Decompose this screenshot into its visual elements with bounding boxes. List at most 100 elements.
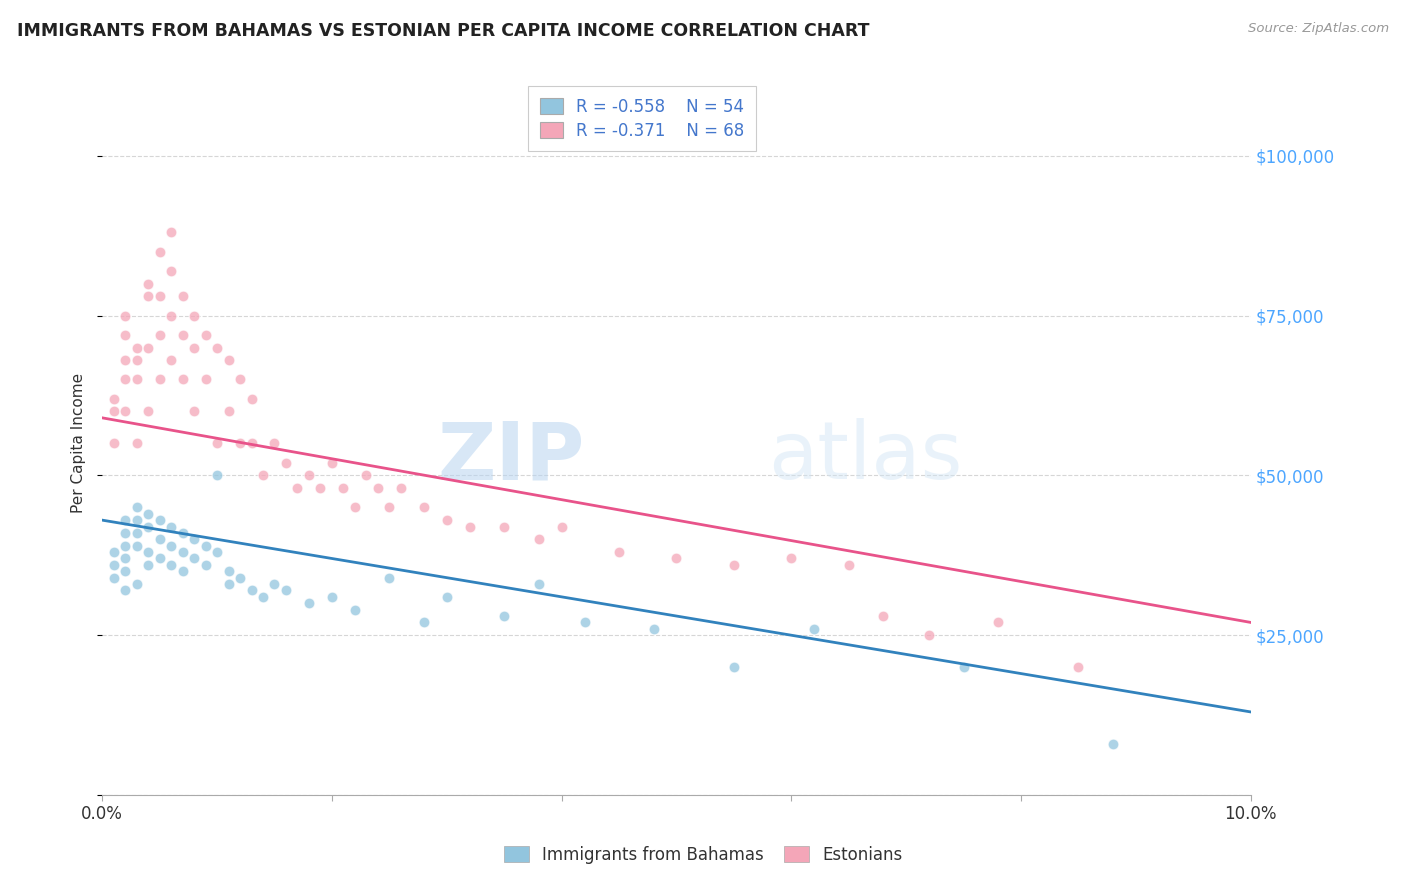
Point bbox=[527, 577, 550, 591]
Point bbox=[287, 481, 309, 495]
Point bbox=[252, 468, 274, 483]
Point bbox=[952, 660, 974, 674]
Point bbox=[183, 341, 205, 355]
Point bbox=[160, 309, 183, 323]
Point bbox=[1067, 660, 1090, 674]
Point bbox=[160, 539, 183, 553]
Point bbox=[136, 507, 159, 521]
Point bbox=[780, 551, 803, 566]
Point bbox=[136, 341, 159, 355]
Point bbox=[218, 564, 240, 578]
Point bbox=[136, 519, 159, 533]
Point bbox=[183, 404, 205, 418]
Point bbox=[436, 590, 458, 604]
Point bbox=[436, 513, 458, 527]
Point bbox=[149, 327, 172, 342]
Legend: Immigrants from Bahamas, Estonians: Immigrants from Bahamas, Estonians bbox=[496, 839, 910, 871]
Point bbox=[412, 615, 434, 630]
Point bbox=[378, 571, 401, 585]
Point bbox=[332, 481, 354, 495]
Point bbox=[183, 309, 205, 323]
Point bbox=[103, 558, 125, 572]
Point bbox=[574, 615, 596, 630]
Point bbox=[240, 436, 263, 450]
Point bbox=[205, 341, 228, 355]
Text: IMMIGRANTS FROM BAHAMAS VS ESTONIAN PER CAPITA INCOME CORRELATION CHART: IMMIGRANTS FROM BAHAMAS VS ESTONIAN PER … bbox=[17, 22, 869, 40]
Point bbox=[114, 309, 136, 323]
Point bbox=[205, 436, 228, 450]
Point bbox=[229, 372, 252, 386]
Point bbox=[252, 590, 274, 604]
Point bbox=[160, 558, 183, 572]
Point bbox=[550, 519, 572, 533]
Point bbox=[838, 558, 860, 572]
Point bbox=[103, 392, 125, 406]
Point bbox=[149, 244, 172, 259]
Point bbox=[987, 615, 1010, 630]
Point bbox=[343, 500, 366, 515]
Point bbox=[723, 660, 745, 674]
Point bbox=[389, 481, 412, 495]
Point bbox=[125, 372, 148, 386]
Point bbox=[114, 513, 136, 527]
Point bbox=[321, 456, 343, 470]
Point bbox=[136, 558, 159, 572]
Text: atlas: atlas bbox=[768, 418, 963, 497]
Point bbox=[240, 392, 263, 406]
Point bbox=[298, 468, 321, 483]
Point bbox=[172, 545, 194, 559]
Point bbox=[114, 525, 136, 540]
Point bbox=[183, 551, 205, 566]
Point bbox=[194, 558, 217, 572]
Point bbox=[607, 545, 630, 559]
Point bbox=[172, 525, 194, 540]
Point bbox=[125, 353, 148, 368]
Point bbox=[298, 596, 321, 610]
Point bbox=[149, 372, 172, 386]
Point bbox=[205, 545, 228, 559]
Point bbox=[229, 571, 252, 585]
Point bbox=[218, 577, 240, 591]
Point bbox=[103, 436, 125, 450]
Point bbox=[458, 519, 481, 533]
Point bbox=[183, 533, 205, 547]
Point bbox=[1102, 737, 1125, 751]
Point bbox=[643, 622, 665, 636]
Point bbox=[263, 577, 285, 591]
Point bbox=[172, 372, 194, 386]
Point bbox=[527, 533, 550, 547]
Point bbox=[367, 481, 389, 495]
Point bbox=[412, 500, 434, 515]
Point bbox=[240, 583, 263, 598]
Point bbox=[665, 551, 688, 566]
Point bbox=[872, 609, 894, 624]
Point bbox=[803, 622, 825, 636]
Point bbox=[723, 558, 745, 572]
Point bbox=[160, 226, 183, 240]
Point bbox=[494, 519, 516, 533]
Text: ZIP: ZIP bbox=[437, 418, 585, 497]
Point bbox=[343, 602, 366, 616]
Point bbox=[160, 519, 183, 533]
Point bbox=[125, 513, 148, 527]
Point bbox=[149, 533, 172, 547]
Point bbox=[125, 500, 148, 515]
Point bbox=[114, 583, 136, 598]
Point bbox=[194, 372, 217, 386]
Point bbox=[172, 289, 194, 303]
Point bbox=[918, 628, 941, 642]
Point bbox=[136, 404, 159, 418]
Point bbox=[125, 539, 148, 553]
Point bbox=[263, 436, 285, 450]
Point bbox=[136, 545, 159, 559]
Text: Source: ZipAtlas.com: Source: ZipAtlas.com bbox=[1249, 22, 1389, 36]
Point bbox=[194, 539, 217, 553]
Point bbox=[103, 571, 125, 585]
Point bbox=[356, 468, 378, 483]
Legend: R = -0.558    N = 54, R = -0.371    N = 68: R = -0.558 N = 54, R = -0.371 N = 68 bbox=[527, 86, 756, 152]
Point bbox=[136, 277, 159, 291]
Point bbox=[136, 289, 159, 303]
Point bbox=[194, 327, 217, 342]
Point bbox=[149, 551, 172, 566]
Point bbox=[229, 436, 252, 450]
